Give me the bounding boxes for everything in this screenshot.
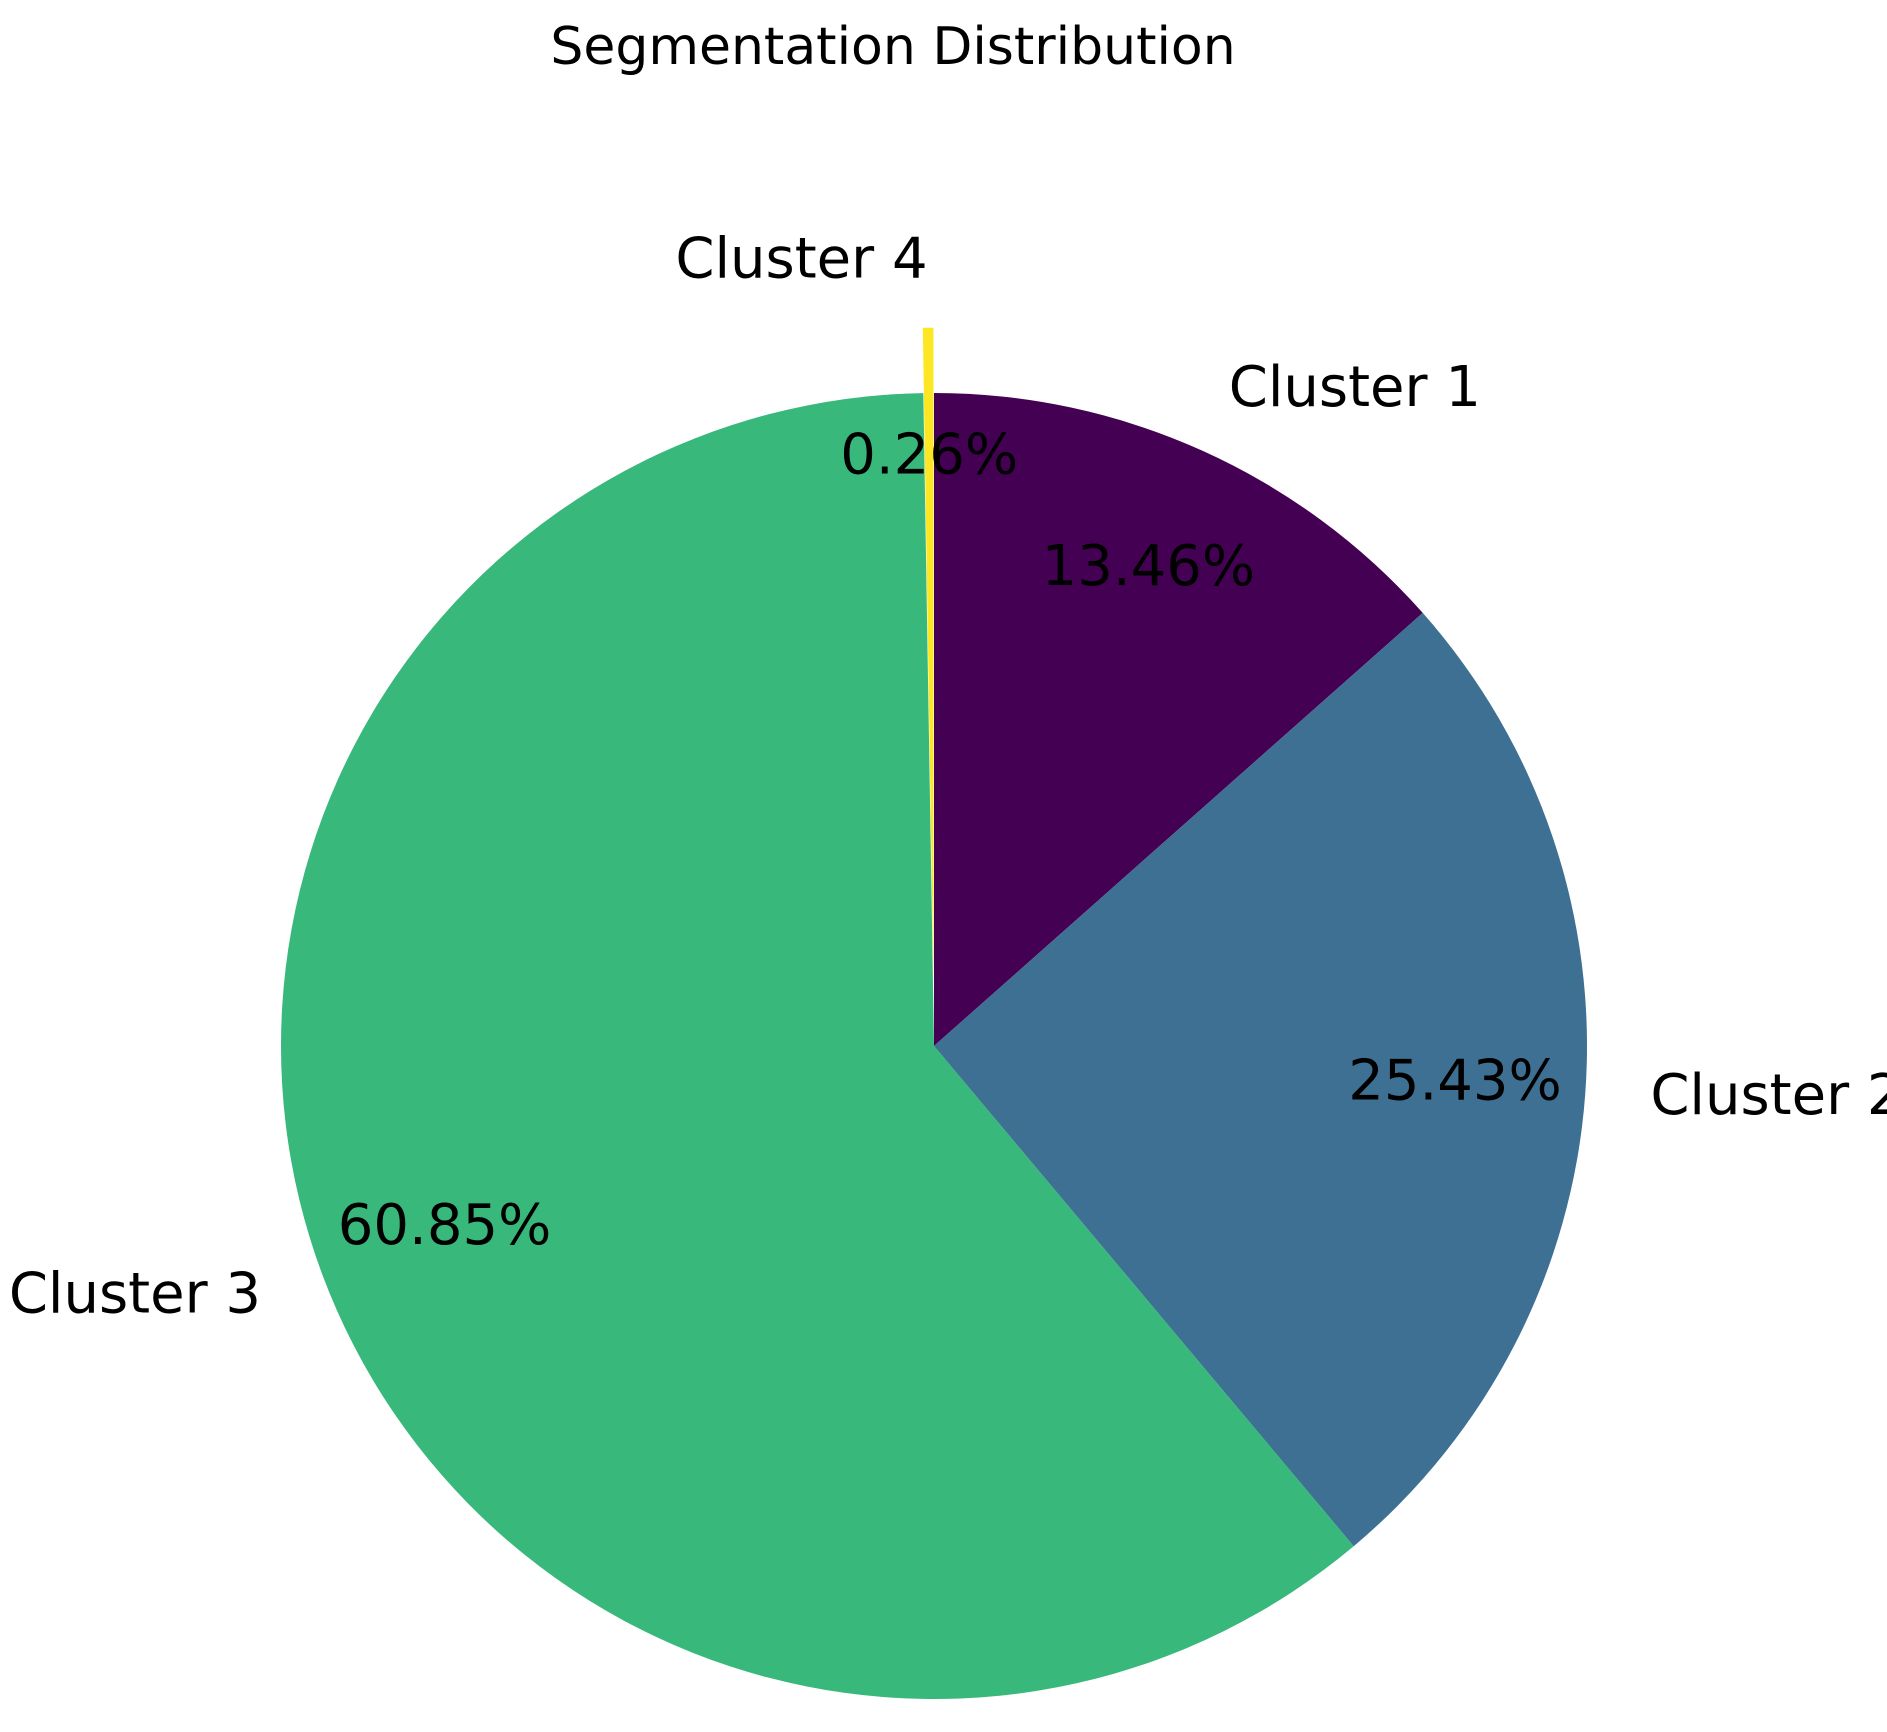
slice-label: Cluster 4 <box>675 227 927 292</box>
slice-label: Cluster 1 <box>1229 355 1481 420</box>
pie-slice <box>281 393 1354 1700</box>
pie-slice <box>934 393 1423 1046</box>
percent-label: 60.85% <box>338 1193 552 1258</box>
pie-slice <box>934 612 1587 1547</box>
pie-slice <box>922 327 934 981</box>
percent-label: 25.43% <box>1348 1049 1562 1114</box>
percent-label: 0.26% <box>840 422 1018 487</box>
slice-label: Cluster 3 <box>9 1261 261 1326</box>
slice-label: Cluster 2 <box>1650 1063 1887 1128</box>
chart-title: Segmentation Distribution <box>550 17 1235 77</box>
percent-label: 13.46% <box>1042 534 1256 599</box>
